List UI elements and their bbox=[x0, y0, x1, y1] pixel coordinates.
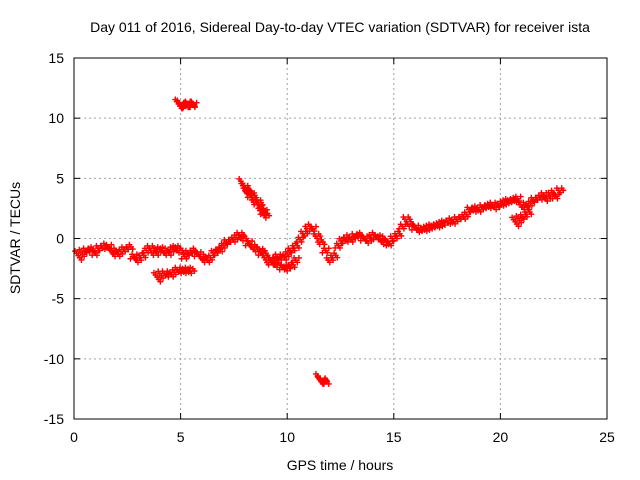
data-points bbox=[72, 96, 567, 387]
data-point bbox=[211, 252, 218, 259]
data-point bbox=[294, 259, 301, 266]
data-point bbox=[168, 252, 175, 259]
data-point bbox=[298, 238, 305, 245]
x-tick-label: 5 bbox=[177, 429, 185, 445]
data-point bbox=[157, 278, 164, 285]
x-tick-label: 15 bbox=[386, 429, 402, 445]
y-tick-label: 15 bbox=[48, 50, 64, 66]
data-point bbox=[134, 259, 141, 266]
data-point bbox=[209, 256, 216, 263]
data-point bbox=[560, 187, 567, 194]
data-point bbox=[557, 189, 564, 196]
data-point bbox=[390, 237, 397, 244]
data-point bbox=[515, 223, 522, 230]
y-tick-label: -10 bbox=[44, 351, 64, 367]
y-axis-label: SDTVAR / TECUs bbox=[7, 182, 23, 294]
data-point bbox=[517, 193, 524, 200]
data-point bbox=[398, 232, 405, 239]
data-point bbox=[285, 253, 292, 260]
series-sdtvar-streak bbox=[236, 175, 273, 221]
y-tick-label: 5 bbox=[56, 170, 64, 186]
data-point bbox=[291, 264, 298, 271]
data-point bbox=[324, 249, 331, 256]
data-point bbox=[339, 240, 346, 247]
data-point bbox=[314, 235, 321, 242]
data-point bbox=[155, 252, 162, 259]
data-point bbox=[266, 212, 273, 219]
data-point bbox=[520, 216, 527, 223]
x-axis-label: GPS time / hours bbox=[287, 457, 394, 473]
series-sdtvar-lower-wave bbox=[259, 245, 302, 274]
data-point bbox=[129, 246, 136, 253]
data-point bbox=[326, 259, 333, 266]
data-point bbox=[221, 244, 228, 251]
data-point bbox=[493, 206, 500, 213]
data-point bbox=[191, 104, 198, 111]
data-point bbox=[518, 219, 525, 226]
data-point bbox=[388, 242, 395, 249]
data-point bbox=[544, 197, 551, 204]
series-sdtvar-late-dip bbox=[509, 206, 535, 230]
data-point bbox=[283, 256, 290, 263]
data-point bbox=[554, 195, 561, 202]
data-point bbox=[528, 202, 535, 209]
data-point bbox=[183, 255, 190, 262]
data-point bbox=[93, 252, 100, 259]
y-tick-label: 0 bbox=[56, 231, 64, 247]
chart-title: Day 011 of 2016, Sidereal Day-to-day VTE… bbox=[90, 19, 590, 35]
data-point bbox=[349, 238, 356, 245]
data-point bbox=[78, 256, 85, 263]
data-point bbox=[193, 99, 200, 106]
data-point bbox=[365, 240, 372, 247]
data-point bbox=[284, 267, 291, 274]
data-point bbox=[312, 223, 319, 230]
data-point bbox=[334, 254, 341, 261]
data-point bbox=[191, 267, 198, 274]
x-tick-label: 10 bbox=[279, 429, 295, 445]
data-point bbox=[249, 238, 256, 245]
tick-labels: 0 5 10 15 20 25 -15 -10 -5 0 5 10 15 bbox=[44, 50, 615, 445]
series-sdtvar-main bbox=[72, 185, 567, 268]
series-sdtvar-outlier-low bbox=[312, 370, 332, 387]
data-point bbox=[301, 232, 308, 239]
data-point bbox=[400, 225, 407, 232]
data-point bbox=[188, 270, 195, 277]
y-tick-label: -15 bbox=[44, 411, 64, 427]
data-point bbox=[219, 248, 226, 255]
data-point bbox=[464, 213, 471, 220]
data-point bbox=[325, 245, 332, 252]
x-tick-label: 25 bbox=[599, 429, 615, 445]
data-point bbox=[528, 211, 535, 218]
y-tick-label: -5 bbox=[52, 291, 65, 307]
data-point bbox=[295, 254, 302, 261]
x-tick-label: 20 bbox=[493, 429, 509, 445]
data-point bbox=[317, 233, 324, 240]
data-point bbox=[142, 254, 149, 261]
data-point bbox=[108, 241, 115, 248]
data-point bbox=[295, 244, 302, 251]
data-point bbox=[81, 253, 88, 260]
data-point bbox=[336, 244, 343, 251]
series-sdtvar-outlier-high bbox=[172, 96, 200, 112]
plot-frame bbox=[73, 57, 608, 420]
y-tick-label: 10 bbox=[48, 110, 64, 126]
series-sdtvar-dip bbox=[150, 264, 198, 285]
data-point bbox=[325, 380, 332, 387]
data-point bbox=[262, 214, 269, 221]
data-point bbox=[288, 249, 295, 256]
x-tick-label: 0 bbox=[70, 429, 78, 445]
